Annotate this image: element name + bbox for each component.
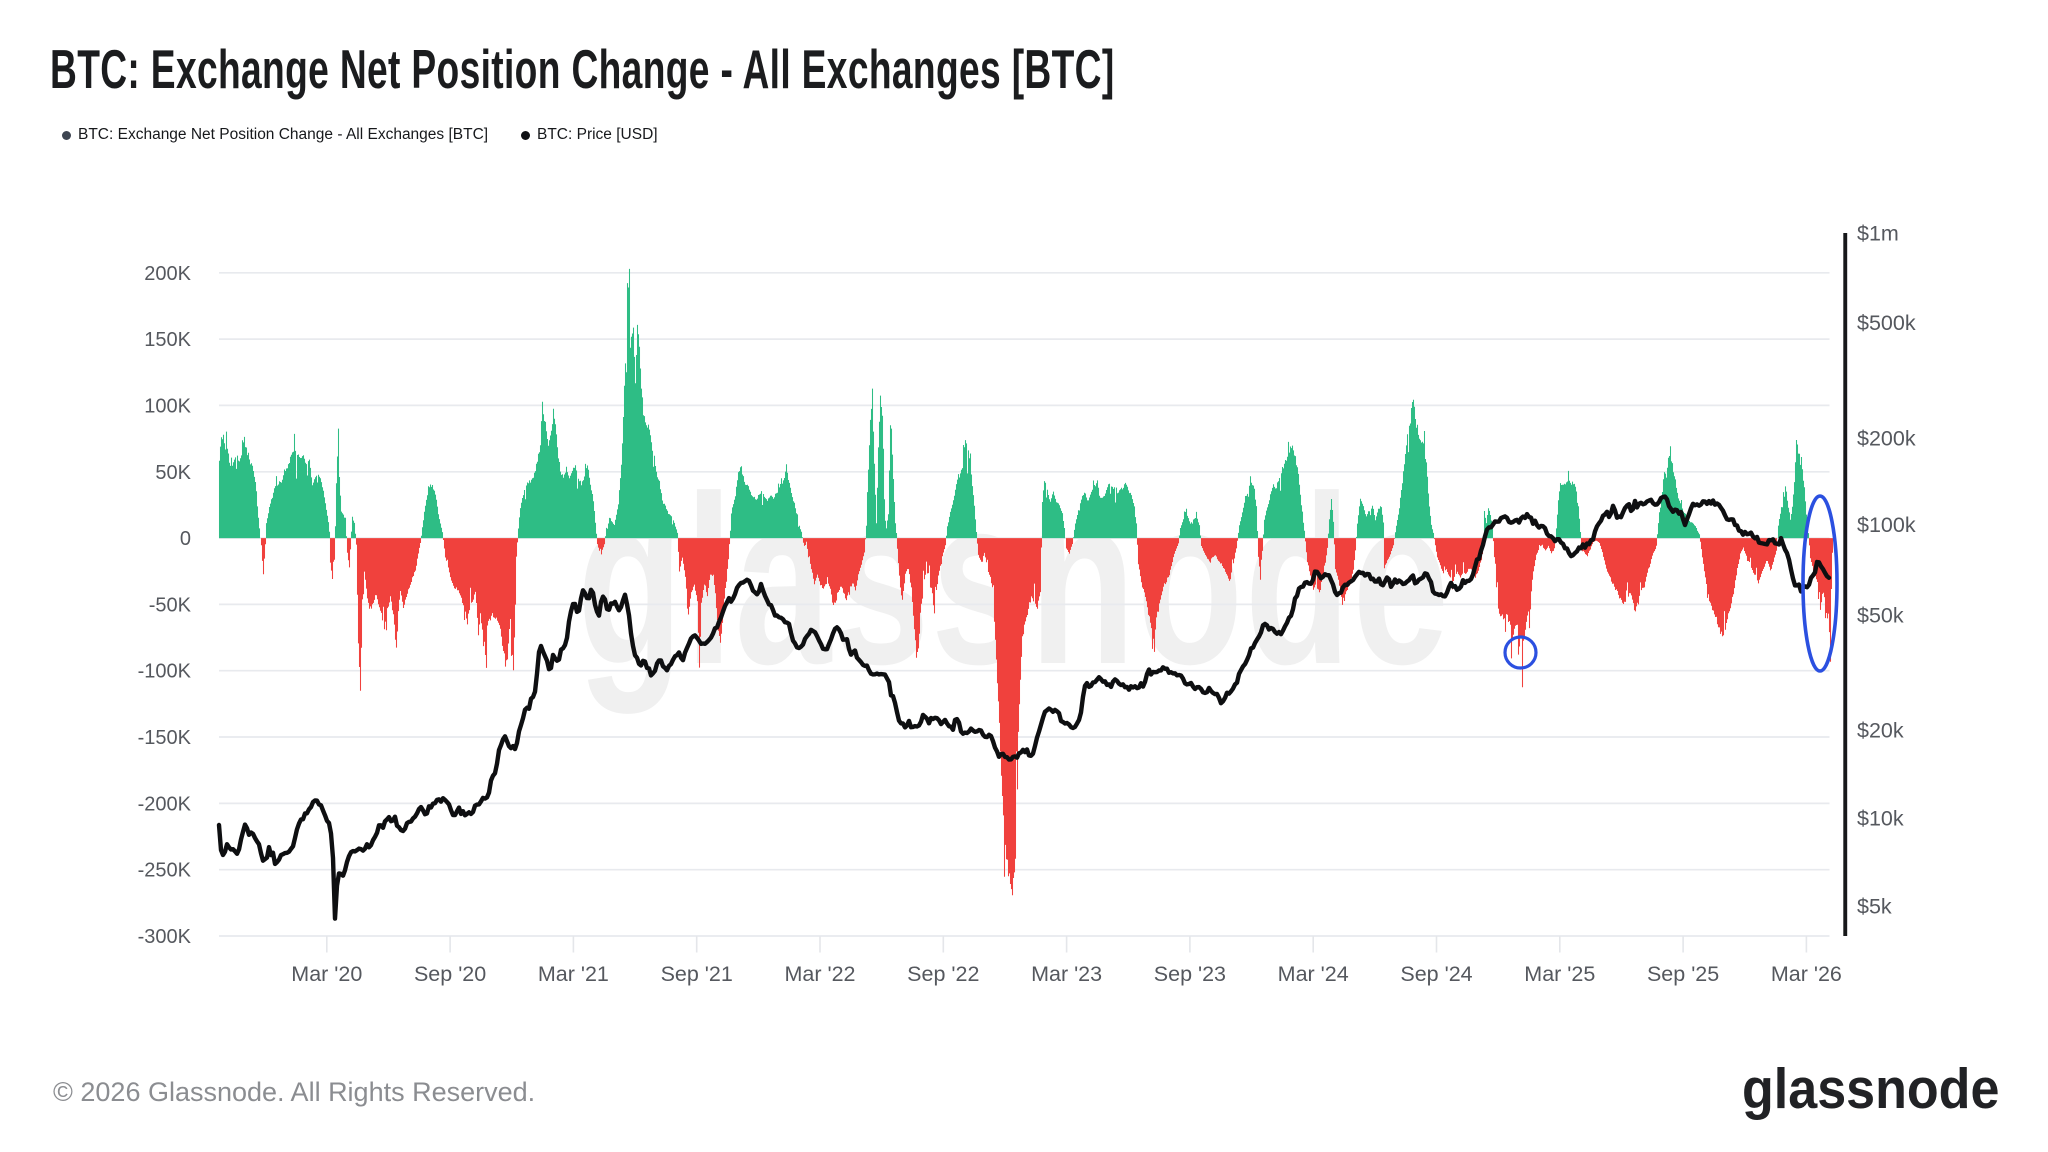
svg-text:-150K: -150K xyxy=(138,727,192,749)
svg-text:Mar '22: Mar '22 xyxy=(784,962,855,986)
svg-text:-200K: -200K xyxy=(138,793,192,815)
svg-text:$20k: $20k xyxy=(1857,719,1904,743)
svg-text:Mar '26: Mar '26 xyxy=(1771,962,1842,986)
svg-text:$500k: $500k xyxy=(1857,311,1916,335)
svg-text:Sep '24: Sep '24 xyxy=(1400,962,1472,986)
svg-text:$1m: $1m xyxy=(1857,222,1899,246)
svg-text:$100k: $100k xyxy=(1857,513,1916,537)
svg-text:Sep '23: Sep '23 xyxy=(1154,962,1226,986)
svg-text:-300K: -300K xyxy=(138,926,192,948)
svg-text:$50k: $50k xyxy=(1857,604,1904,628)
svg-text:Mar '20: Mar '20 xyxy=(291,962,362,986)
svg-text:-50K: -50K xyxy=(149,594,192,616)
svg-text:Sep '20: Sep '20 xyxy=(414,962,486,986)
svg-text:Mar '24: Mar '24 xyxy=(1278,962,1349,986)
svg-text:Sep '22: Sep '22 xyxy=(907,962,979,986)
svg-text:-250K: -250K xyxy=(138,860,192,882)
svg-text:200K: 200K xyxy=(144,263,191,285)
svg-text:50K: 50K xyxy=(155,462,191,484)
svg-text:$5k: $5k xyxy=(1857,895,1892,919)
svg-text:150K: 150K xyxy=(144,329,191,351)
svg-text:0: 0 xyxy=(180,528,191,550)
svg-text:-100K: -100K xyxy=(138,661,192,683)
svg-text:Sep '21: Sep '21 xyxy=(661,962,733,986)
svg-text:100K: 100K xyxy=(144,395,191,417)
svg-text:Sep '25: Sep '25 xyxy=(1647,962,1719,986)
svg-text:$200k: $200k xyxy=(1857,427,1916,451)
svg-text:Mar '21: Mar '21 xyxy=(538,962,609,986)
svg-text:Mar '23: Mar '23 xyxy=(1031,962,1102,986)
svg-text:$10k: $10k xyxy=(1857,807,1904,831)
svg-text:Mar '25: Mar '25 xyxy=(1524,962,1595,986)
